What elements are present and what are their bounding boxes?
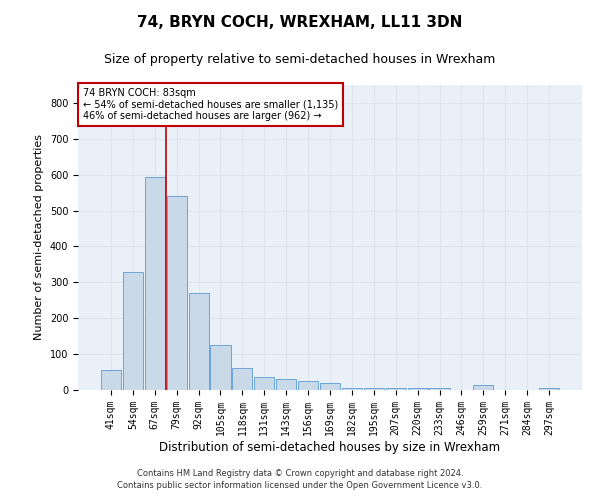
Bar xyxy=(101,370,121,390)
Bar xyxy=(232,368,253,390)
Bar xyxy=(539,388,559,390)
Bar xyxy=(145,176,165,390)
Bar xyxy=(254,378,274,390)
Text: Contains public sector information licensed under the Open Government Licence v3: Contains public sector information licen… xyxy=(118,481,482,490)
Y-axis label: Number of semi-detached properties: Number of semi-detached properties xyxy=(34,134,44,340)
Bar xyxy=(276,379,296,390)
Bar xyxy=(430,388,449,390)
Bar xyxy=(167,196,187,390)
Bar xyxy=(211,345,230,390)
Bar xyxy=(320,383,340,390)
Bar xyxy=(473,384,493,390)
Text: 74 BRYN COCH: 83sqm
← 54% of semi-detached houses are smaller (1,135)
46% of sem: 74 BRYN COCH: 83sqm ← 54% of semi-detach… xyxy=(83,88,338,121)
Bar xyxy=(188,293,209,390)
Bar xyxy=(364,388,384,390)
X-axis label: Distribution of semi-detached houses by size in Wrexham: Distribution of semi-detached houses by … xyxy=(160,440,500,454)
Bar xyxy=(386,388,406,390)
Bar xyxy=(407,388,428,390)
Text: 74, BRYN COCH, WREXHAM, LL11 3DN: 74, BRYN COCH, WREXHAM, LL11 3DN xyxy=(137,15,463,30)
Text: Size of property relative to semi-detached houses in Wrexham: Size of property relative to semi-detach… xyxy=(104,52,496,66)
Bar xyxy=(298,381,318,390)
Bar xyxy=(342,388,362,390)
Bar xyxy=(123,272,143,390)
Text: Contains HM Land Registry data © Crown copyright and database right 2024.: Contains HM Land Registry data © Crown c… xyxy=(137,468,463,477)
